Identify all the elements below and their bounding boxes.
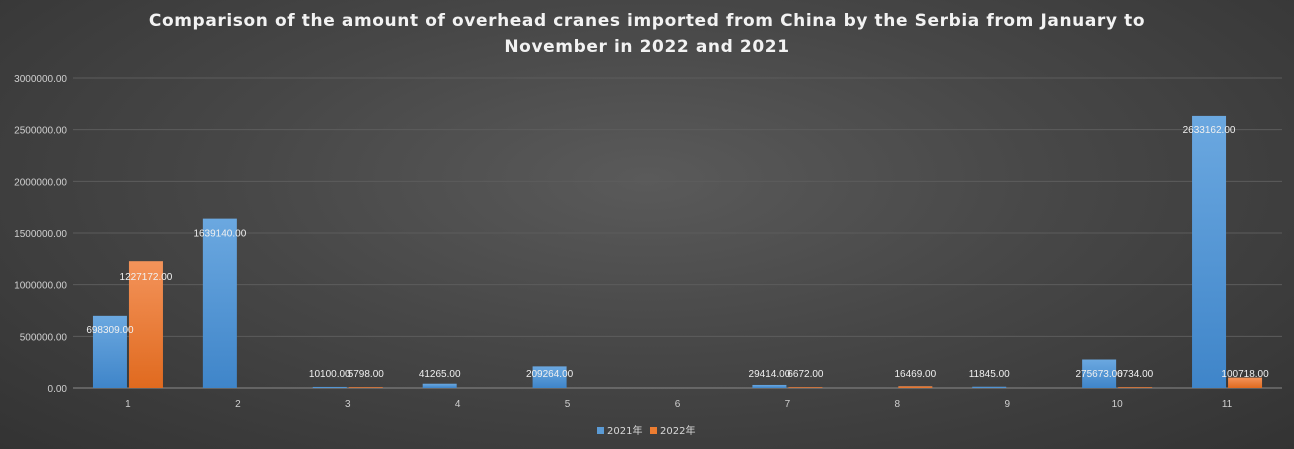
y-tick-label: 0.00 [48, 384, 68, 395]
data-label-s0-cat-5: 209264.00 [526, 369, 574, 380]
bar-s1-cat-7 [788, 387, 823, 388]
chart-title-line-2: November in 2022 and 2021 [504, 37, 790, 57]
data-label-s0-cat-3: 10100.00 [309, 369, 351, 380]
bar-s1-cat-8 [898, 386, 933, 388]
bar-s1-cat-3 [348, 387, 383, 388]
gridlines [73, 77, 1282, 389]
data-label-s0-cat-1: 698309.00 [86, 325, 134, 336]
bar-s0-cat-7 [752, 384, 787, 388]
data-label-s0-cat-10: 275673.00 [1075, 369, 1123, 380]
bar-s0-cat-2 [202, 218, 237, 388]
data-label-s1-cat-3: 5798.00 [348, 369, 385, 380]
data-label-s1-cat-1: 1227172.00 [120, 272, 173, 283]
y-tick-label: 3000000.00 [14, 74, 67, 85]
data-label-s0-cat-4: 41265.00 [419, 369, 461, 380]
bar-s0-cat-1 [92, 315, 127, 388]
x-tick-label: 10 [1112, 399, 1124, 410]
data-label-s0-cat-11: 2633162.00 [1183, 125, 1236, 136]
x-tick-label: 4 [455, 399, 461, 410]
chart-title-line-1: Comparison of the amount of overhead cra… [148, 11, 1146, 31]
data-label-s1-cat-11: 100718.00 [1221, 369, 1269, 380]
bar-s0-cat-3 [312, 386, 347, 388]
y-tick-label: 2000000.00 [14, 177, 67, 188]
legend-swatch-1 [650, 427, 657, 434]
x-tick-label: 9 [1004, 399, 1010, 410]
bar-s0-cat-4 [422, 383, 457, 388]
bar-s0-cat-5 [532, 366, 567, 388]
data-label-s0-cat-7: 29414.00 [749, 369, 791, 380]
y-axis: 0.00 500000.00 1000000.00 1500000.00 2000000… [14, 74, 67, 395]
bar-s1-cat-11 [1228, 377, 1263, 388]
x-axis: 1 2 3 4 5 6 7 8 9 10 11 [125, 399, 1232, 410]
chart-title: Comparison of the amount of overhead cra… [0, 8, 1294, 60]
bar-s1-cat-10 [1118, 387, 1153, 388]
x-tick-label: 3 [345, 399, 351, 410]
bars [92, 115, 1263, 389]
data-label-s0-cat-2: 1639140.00 [193, 229, 246, 240]
y-tick-label: 1500000.00 [14, 229, 67, 240]
data-label-s1-cat-7: 6672.00 [787, 369, 824, 380]
x-tick-label: 2 [235, 399, 241, 410]
bar-s0-cat-9 [972, 386, 1007, 388]
legend-label-0: 2021年 [607, 424, 642, 437]
data-labels: 698309.00 1227172.00 1639140.00 10100.00579… [86, 125, 1269, 380]
bar-s0-cat-11 [1192, 115, 1227, 389]
x-tick-label: 7 [785, 399, 791, 410]
legend: 2021年 2022年 [597, 424, 695, 437]
bar-s1-cat-1 [128, 261, 163, 388]
data-label-s0-cat-9: 11845.00 [969, 369, 1010, 380]
x-tick-label: 11 [1222, 399, 1233, 410]
y-tick-label: 1000000.00 [14, 281, 67, 292]
data-label-s1-cat-10: 6734.00 [1117, 369, 1154, 380]
y-tick-label: 2500000.00 [14, 126, 67, 137]
legend-label-1: 2022年 [660, 424, 695, 437]
data-label-s1-cat-8: 16469.00 [894, 369, 936, 380]
x-tick-label: 8 [895, 399, 901, 410]
legend-swatch-0 [597, 427, 604, 434]
x-tick-label: 1 [125, 399, 131, 410]
y-tick-label: 500000.00 [20, 332, 68, 343]
bar-s0-cat-10 [1082, 359, 1117, 388]
x-tick-label: 5 [565, 399, 571, 410]
x-tick-label: 6 [675, 399, 681, 410]
